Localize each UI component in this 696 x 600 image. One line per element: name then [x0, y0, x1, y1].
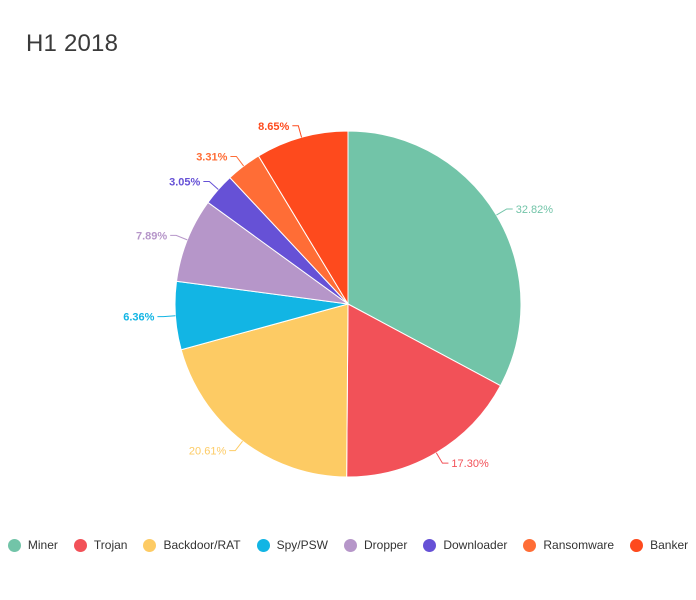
leader-line-banker [292, 125, 303, 138]
legend-label: Miner [27, 538, 58, 552]
legend-label: Spy/PSW [276, 538, 328, 552]
legend-item-ransomware[interactable]: Ransomware [523, 538, 614, 552]
leader-line-spy-psw [157, 315, 176, 318]
data-label-trojan: 17.30% [451, 458, 489, 470]
data-label-downloader: 3.05% [169, 177, 200, 189]
data-label-ransomware: 3.31% [196, 151, 227, 163]
legend-label: Banker [650, 538, 689, 552]
legend-label: Ransomware [543, 538, 615, 552]
legend-label: Dropper [363, 538, 408, 552]
legend-label: Trojan [93, 538, 128, 552]
pie-slice-miner[interactable] [347, 130, 522, 387]
legend-swatch-icon [630, 538, 644, 552]
leader-line-miner [496, 208, 513, 216]
legend-item-dropper[interactable]: Dropper [343, 538, 408, 552]
legend-item-downloader[interactable]: Downloader [423, 538, 507, 552]
pie-slice-backdoor-rat[interactable] [180, 303, 349, 478]
legend-swatch-icon [523, 538, 537, 552]
leader-line-ransomware [230, 155, 245, 167]
leader-line-backdoor-rat [229, 440, 243, 452]
legend-swatch-icon [343, 538, 357, 552]
chart-legend: Miner Trojan Backdoor/RAT Spy/PSW Dropper Dow… [0, 538, 696, 552]
pie-slice-banker[interactable] [257, 130, 349, 306]
legend-swatch-icon [143, 538, 157, 552]
leader-line-trojan [435, 452, 449, 464]
legend-item-trojan[interactable]: Trojan [73, 538, 128, 552]
legend-item-miner[interactable]: Miner [7, 538, 58, 552]
legend-label: Backdoor/RAT [163, 538, 241, 552]
data-label-backdoor-rat: 20.61% [189, 446, 227, 458]
pie-chart: 32.82% 17.30% 20.61% 6.36% 7.89% 3.05% 3.31% 8.… [123, 121, 554, 478]
data-label-banker: 8.65% [258, 121, 289, 133]
data-label-spy-psw: 6.36% [123, 312, 154, 324]
legend-item-backdoor-rat[interactable]: Backdoor/RAT [143, 538, 241, 552]
leader-line-downloader [203, 181, 219, 190]
chart-title: H1 2018 [26, 30, 119, 57]
legend-label: Downloader [443, 538, 508, 552]
data-label-dropper: 7.89% [136, 230, 167, 242]
legend-swatch-icon [7, 538, 21, 552]
legend-swatch-icon [73, 538, 87, 552]
legend-item-spy-psw[interactable]: Spy/PSW [256, 538, 328, 552]
leader-line-dropper [170, 234, 188, 241]
legend-swatch-icon [423, 538, 437, 552]
legend-item-banker[interactable]: Banker [630, 538, 688, 552]
legend-swatch-icon [256, 538, 270, 552]
data-label-miner: 32.82% [516, 204, 554, 216]
